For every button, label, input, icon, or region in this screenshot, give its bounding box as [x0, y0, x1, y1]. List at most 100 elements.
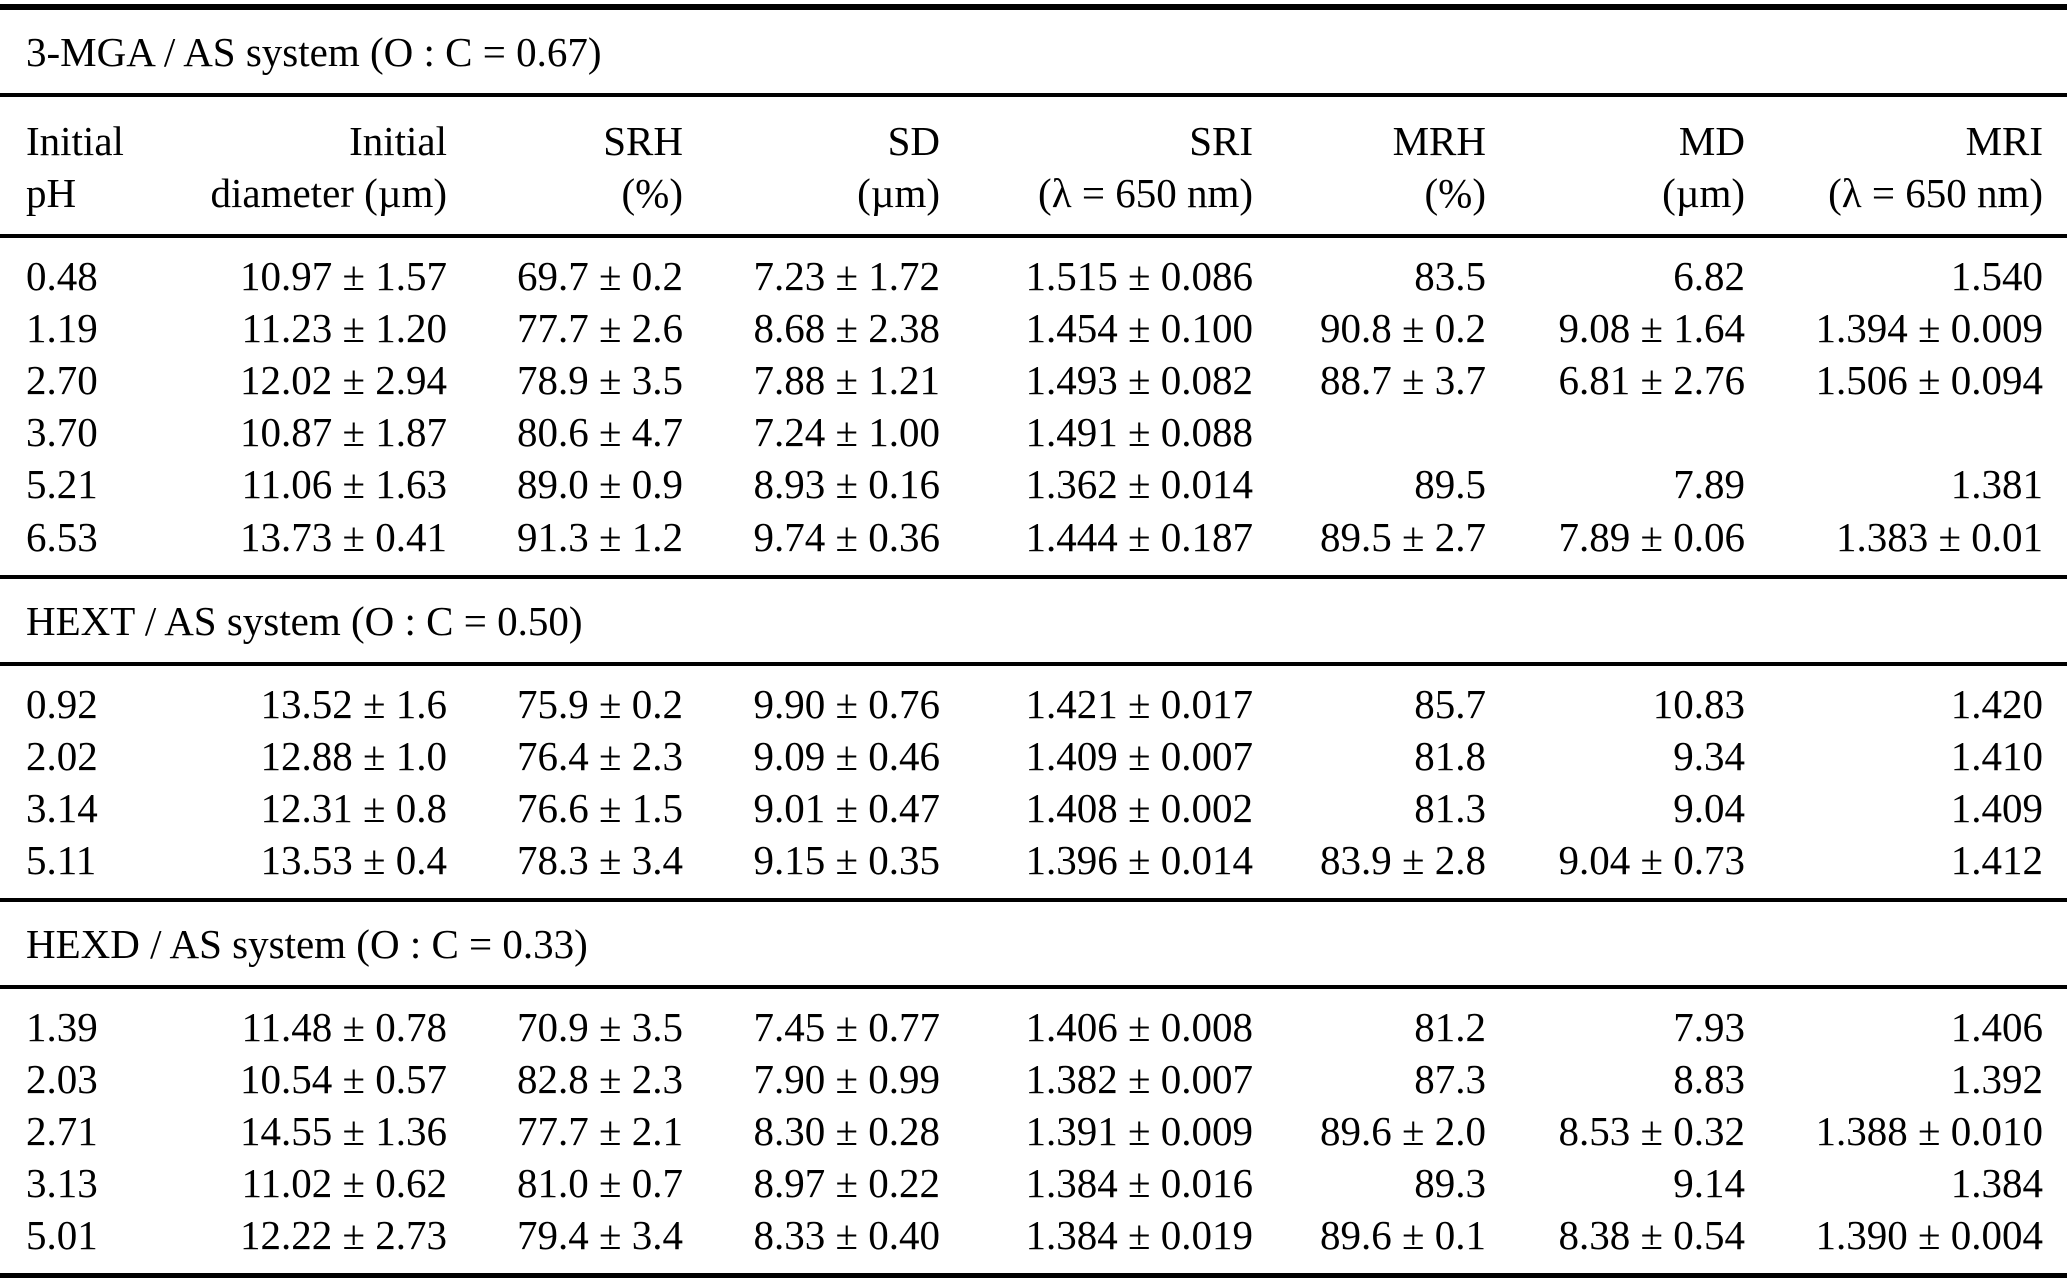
- table-cell: 9.14: [1673, 1160, 1745, 1207]
- table-cell: 1.506 ± 0.094: [1815, 357, 2044, 404]
- table-cell: 8.53 ± 0.32: [1558, 1108, 1745, 1155]
- table-cell: 9.74 ± 0.36: [753, 513, 940, 560]
- col-header-initial-ph-line1: Initial: [26, 118, 124, 165]
- table-row: 3.14 12.31 ± 0.8 76.6 ± 1.5 9.01 ± 0.47 1.40…: [0, 782, 2067, 834]
- col-header-initial-diameter-line2: diameter (µm): [160, 167, 447, 239]
- col-header-srh-line2: (%): [447, 167, 683, 239]
- table-row: 6.53 13.73 ± 0.41 91.3 ± 1.2 9.74 ± 0.36 1.4…: [0, 511, 2067, 577]
- table-cell: 6.82: [1673, 253, 1745, 300]
- table-cell: 8.38 ± 0.54: [1558, 1212, 1745, 1259]
- table-cell: 7.93: [1673, 1003, 1745, 1050]
- table-cell: 9.09 ± 0.46: [753, 732, 940, 779]
- section-3mga: 3-MGA / AS system (O : C = 0.67) Initial…: [0, 7, 2067, 577]
- table-cell: 1.421 ± 0.017: [1025, 680, 1253, 727]
- col-header-sd-line1: SD: [887, 118, 940, 165]
- table-cell: 77.7 ± 2.6: [516, 305, 683, 352]
- table-cell: 1.515 ± 0.086: [1025, 253, 1253, 300]
- table-cell: 10.87 ± 1.87: [239, 409, 447, 456]
- section-title-hexd: HEXD / AS system (O : C = 0.33): [0, 897, 2067, 989]
- table-row: 0.92 13.52 ± 1.6 75.9 ± 0.2 9.90 ± 0.76 1.42…: [0, 664, 2067, 730]
- table-cell: 1.382 ± 0.007: [1025, 1056, 1253, 1102]
- table-cell: 7.45 ± 0.77: [753, 1003, 940, 1050]
- col-header-initial-ph-line2: pH: [0, 167, 160, 239]
- table-cell: 90.8 ± 0.2: [1319, 305, 1486, 352]
- table-cell: [1745, 406, 2067, 458]
- table-cell: 83.9 ± 2.8: [1319, 836, 1486, 883]
- table-cell: 8.97 ± 0.22: [753, 1160, 940, 1207]
- table-cell: 81.2: [1414, 1003, 1486, 1050]
- table-cell: 13.53 ± 0.4: [260, 836, 447, 883]
- table-cell: 9.04 ± 0.73: [1558, 836, 1745, 883]
- table-cell: 1.391 ± 0.009: [1025, 1108, 1253, 1155]
- table-cell: 1.540: [1950, 253, 2044, 300]
- table-cell: 1.493 ± 0.082: [1025, 357, 1253, 404]
- table-cell: 89.6 ± 0.1: [1319, 1212, 1486, 1259]
- table-cell: 7.88 ± 1.21: [753, 357, 940, 404]
- table-cell: 78.9 ± 3.5: [516, 357, 683, 404]
- column-header-row-1: Initial Initial SRH SD SRI MRH MD MRI: [0, 95, 2067, 167]
- section-title-3mga: 3-MGA / AS system (O : C = 0.67): [0, 7, 2067, 98]
- table-row: 1.19 11.23 ± 1.20 77.7 ± 2.6 8.68 ± 2.38 1.4…: [0, 302, 2067, 354]
- table-row: 2.02 12.88 ± 1.0 76.4 ± 2.3 9.09 ± 0.46 1.40…: [0, 730, 2067, 782]
- table-row: 3.70 10.87 ± 1.87 80.6 ± 4.7 7.24 ± 1.00 1.4…: [0, 406, 2067, 458]
- table-cell: 1.384: [1950, 1160, 2044, 1207]
- table-cell: 89.0 ± 0.9: [516, 461, 683, 508]
- table-cell: 8.93 ± 0.16: [753, 461, 940, 508]
- table-cell: 6.53: [26, 513, 98, 560]
- table-cell: 1.409: [1950, 784, 2044, 831]
- table-cell: 3.14: [26, 784, 98, 831]
- table-cell: 2.71: [26, 1108, 98, 1155]
- table-cell: 8.30 ± 0.28: [753, 1108, 940, 1155]
- table-cell: 5.21: [26, 461, 98, 508]
- table-row: 3.13 11.02 ± 0.62 81.0 ± 0.7 8.97 ± 0.22 1.3…: [0, 1157, 2067, 1209]
- col-header-mrh-line1: MRH: [1392, 118, 1486, 165]
- table-cell: 1.390 ± 0.004: [1815, 1212, 2044, 1259]
- table-cell: 5.01: [26, 1212, 98, 1259]
- table-cell: 87.3: [1414, 1056, 1486, 1102]
- table-cell: 1.406 ± 0.008: [1025, 1003, 1253, 1050]
- table-cell: 1.39: [26, 1003, 98, 1050]
- table-cell: 1.396 ± 0.014: [1025, 836, 1253, 883]
- table-cell: 89.5: [1414, 461, 1486, 508]
- table-cell: 11.23 ± 1.20: [241, 305, 447, 352]
- col-header-sri-line2: (λ = 650 nm): [940, 167, 1253, 239]
- table-cell: 10.54 ± 0.57: [239, 1056, 447, 1102]
- table-cell: 7.90 ± 0.99: [753, 1056, 940, 1102]
- table-cell: 12.02 ± 2.94: [239, 357, 447, 404]
- table-row: 5.01 12.22 ± 2.73 79.4 ± 3.4 8.33 ± 0.40 1.3…: [0, 1209, 2067, 1276]
- table-cell: [1253, 406, 1486, 458]
- table-cell: 10.83: [1652, 680, 1745, 727]
- table-cell: 9.08 ± 1.64: [1558, 305, 1745, 352]
- table-cell: 7.23 ± 1.72: [753, 253, 940, 300]
- table-cell: 11.02 ± 0.62: [241, 1160, 447, 1207]
- table-cell: 1.388 ± 0.010: [1815, 1108, 2044, 1155]
- table-row: 5.11 13.53 ± 0.4 78.3 ± 3.4 9.15 ± 0.35 1.39…: [0, 834, 2067, 900]
- col-header-mri-line2: (λ = 650 nm): [1745, 167, 2067, 239]
- table-cell: 1.420: [1950, 680, 2044, 727]
- table-cell: 89.6 ± 2.0: [1319, 1108, 1486, 1155]
- table-cell: 76.6 ± 1.5: [516, 784, 683, 831]
- table-row: 2.71 14.55 ± 1.36 77.7 ± 2.1 8.30 ± 0.28 1.3…: [0, 1105, 2067, 1157]
- table-cell: 91.3 ± 1.2: [516, 513, 683, 560]
- col-header-md-line1: MD: [1678, 118, 1745, 165]
- table-cell: 1.406: [1950, 1003, 2044, 1050]
- table-cell: 89.5 ± 2.7: [1319, 513, 1486, 560]
- table-cell: 0.92: [26, 680, 98, 727]
- table-cell: 81.0 ± 0.7: [516, 1160, 683, 1207]
- table-cell: 7.24 ± 1.00: [753, 409, 940, 456]
- table-cell: 82.8 ± 2.3: [516, 1056, 683, 1102]
- section-hexd: HEXD / AS system (O : C = 0.33) 1.39 11.4…: [0, 897, 2067, 1276]
- table-cell: 1.362 ± 0.014: [1025, 461, 1253, 508]
- table-cell: 10.97 ± 1.57: [239, 253, 447, 300]
- table-cell: 1.384 ± 0.016: [1025, 1160, 1253, 1207]
- table-cell: 1.444 ± 0.187: [1025, 513, 1253, 560]
- table-cell: 89.3: [1414, 1160, 1486, 1207]
- table-cell: 1.491 ± 0.088: [1025, 409, 1253, 456]
- section-hext: HEXT / AS system (O : C = 0.50) 0.92 13.5…: [0, 574, 2067, 900]
- table-cell: 2.70: [26, 357, 98, 404]
- table-cell: 12.22 ± 2.73: [239, 1212, 447, 1259]
- column-header-row-2: pH diameter (µm) (%) (µm) (λ = 650 nm) (…: [0, 167, 2067, 239]
- table-cell: 3.13: [26, 1160, 98, 1207]
- table-cell: 76.4 ± 2.3: [516, 732, 683, 779]
- table-cell: 8.33 ± 0.40: [753, 1212, 940, 1259]
